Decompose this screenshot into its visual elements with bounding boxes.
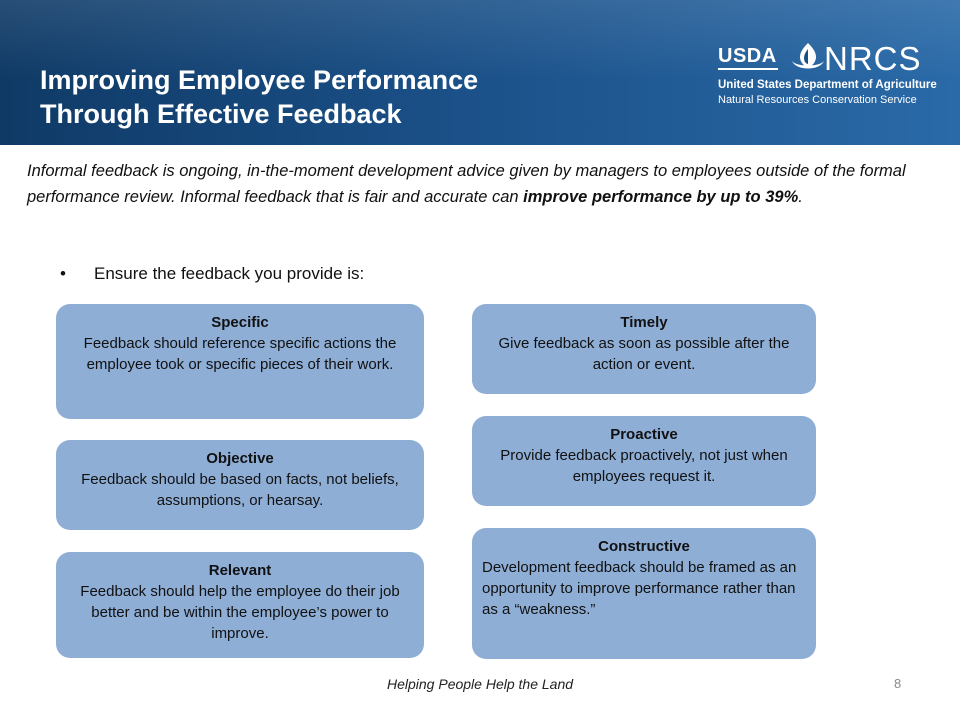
box-proactive: Proactive Provide feedback proactively, … xyxy=(472,416,816,506)
usda-underline xyxy=(718,68,778,70)
box-body: Provide feedback proactively, not just w… xyxy=(500,447,788,485)
service-name: Natural Resources Conservation Service xyxy=(718,94,917,106)
box-constructive: Constructive Development feedback should… xyxy=(472,528,816,659)
intro-text-2: . xyxy=(798,188,803,206)
nrcs-wordmark: NRCS xyxy=(824,40,922,77)
intro-paragraph: Informal feedback is ongoing, in-the-mom… xyxy=(27,158,927,210)
box-objective: Objective Feedback should be based on fa… xyxy=(56,440,424,530)
footer-tagline: Helping People Help the Land xyxy=(386,676,574,692)
title-banner: Improving Employee Performance Through E… xyxy=(0,0,960,145)
slide-title: Improving Employee Performance Through E… xyxy=(40,63,478,131)
usda-wordmark: USDA xyxy=(718,45,777,67)
page-number: 8 xyxy=(894,676,902,691)
box-body: Feedback should help the employee do the… xyxy=(80,583,400,642)
bullet-icon: • xyxy=(60,264,66,283)
usda-nrcs-logo: USDA NRCS United States Department of Ag… xyxy=(716,40,942,111)
nrcs-leaf-icon xyxy=(792,43,824,69)
bullet-text: Ensure the feedback you provide is: xyxy=(94,264,365,283)
box-body: Development feedback should be framed as… xyxy=(482,559,797,618)
box-timely: Timely Give feedback as soon as possible… xyxy=(472,304,816,394)
box-body: Give feedback as soon as possible after … xyxy=(498,335,790,373)
title-line-1: Improving Employee Performance xyxy=(40,65,479,95)
bullet-item: • Ensure the feedback you provide is: xyxy=(60,264,364,284)
box-relevant: Relevant Feedback should help the employ… xyxy=(56,552,424,658)
box-title: Proactive xyxy=(610,426,678,443)
box-title: Relevant xyxy=(208,562,272,579)
banner-gradient xyxy=(0,0,960,145)
box-body: Feedback should be based on facts, not b… xyxy=(81,471,399,509)
box-title: Timely xyxy=(620,314,668,331)
intro-emphasis: improve performance by up to 39% xyxy=(523,188,799,206)
department-name: United States Department of Agriculture xyxy=(718,79,937,91)
box-title: Constructive xyxy=(598,538,690,555)
box-specific: Specific Feedback should reference speci… xyxy=(56,304,424,419)
title-line-2: Through Effective Feedback xyxy=(40,99,402,129)
intro-text-1: Informal feedback is ongoing, in-the-mom… xyxy=(27,162,906,206)
box-body: Feedback should reference specific actio… xyxy=(83,335,397,373)
box-title: Specific xyxy=(211,314,269,331)
box-title: Objective xyxy=(206,450,274,467)
